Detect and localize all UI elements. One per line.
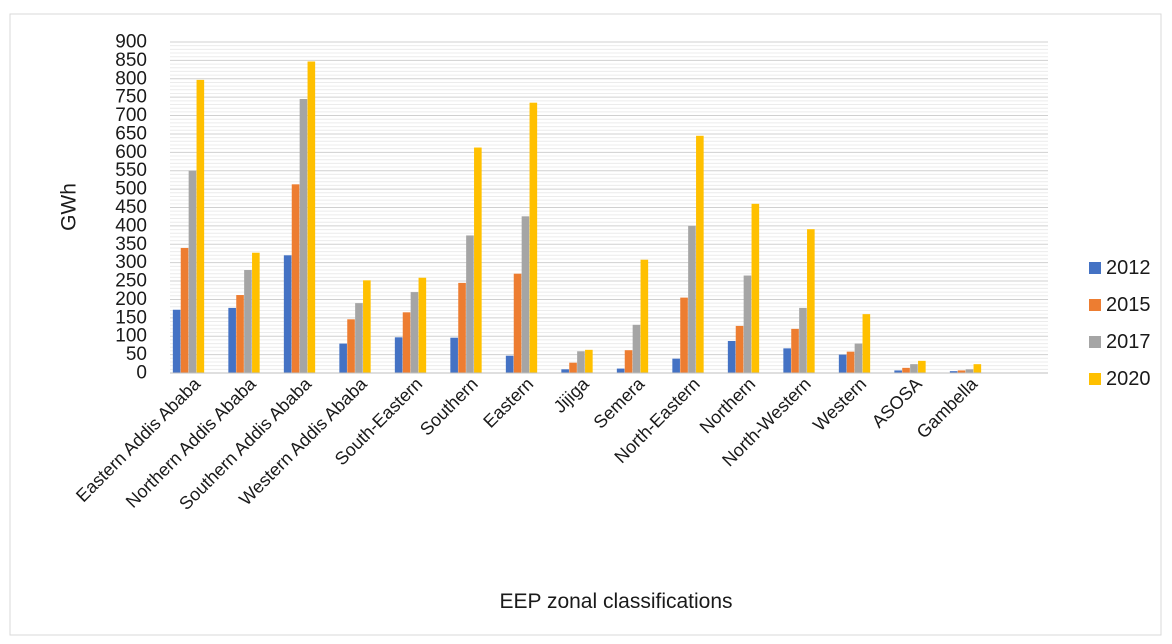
bar-2012 [228,307,236,373]
bar-2015 [513,273,522,373]
bar-2017 [799,307,807,373]
y-tick-label: 0 [136,363,147,384]
y-tick-label: 400 [115,215,147,236]
y-tick-label: 800 [115,68,147,89]
gridlines [170,41,1048,370]
bar-2015 [180,247,189,373]
bar-2015 [791,328,799,373]
y-tick-label: 450 [115,197,147,218]
x-axis-title: EEP zonal classifications [499,590,732,613]
legend-swatch [1089,373,1101,385]
bar-2015 [680,297,688,373]
bar-2012 [727,341,736,373]
bar-2020 [751,203,760,373]
bar-2017 [632,324,641,373]
bar-2012 [616,368,625,373]
y-tick-label: 250 [115,271,147,292]
bar-2017 [910,364,918,373]
bar-2015 [957,370,966,373]
bar-2012 [949,371,958,373]
legend-label: 2012 [1106,257,1151,279]
y-tick-label: 300 [115,252,147,273]
bar-2017 [244,270,252,373]
bar-2017 [521,216,530,373]
bar-2017 [688,225,696,373]
legend-swatch [1089,336,1101,348]
bar-2015 [236,295,244,373]
bar-2012 [172,309,181,373]
bar-2020 [307,61,316,374]
bar-2020 [973,364,982,373]
bar-2020 [252,252,260,373]
bar-2017 [299,99,308,373]
bar-2015 [735,325,744,373]
y-axis-title: GWh [58,183,81,231]
bar-2015 [846,351,855,373]
y-tick-label: 900 [115,32,147,53]
bar-2015 [402,312,411,373]
bars [172,61,982,374]
bar-2012 [672,358,680,373]
bar-2017 [410,292,419,373]
legend-swatch [1089,262,1101,274]
bar-2015 [458,282,466,373]
legend-label: 2015 [1106,294,1151,316]
y-tick-label: 600 [115,142,147,163]
bar-2020 [474,147,482,373]
bar-2017 [466,235,474,373]
y-tick-label: 200 [115,289,147,310]
legend: 2012 2015 2017 2020 [1089,257,1151,390]
y-tick-label: 500 [115,179,147,200]
y-tick-label: 650 [115,123,147,144]
bar-2012 [505,355,514,373]
y-tick-label: 100 [115,326,147,347]
bar-2020 [696,135,704,373]
bar-2020 [529,102,538,373]
bar-2012 [783,348,791,373]
legend-label: 2020 [1106,368,1151,390]
bar-2015 [291,184,300,373]
bar-2020 [363,280,371,373]
y-tick-label: 700 [115,105,147,126]
bar-2020 [862,314,871,373]
bar-2015 [347,319,355,373]
bar-2015 [902,367,910,373]
bar-2020 [418,277,427,373]
bar-2017 [577,351,585,373]
bar-2012 [838,354,847,373]
y-tick-label: 850 [115,50,147,71]
y-tick-label: 550 [115,160,147,181]
bar-2012 [394,337,403,373]
y-tick-label: 350 [115,234,147,255]
bar-2012 [450,337,458,373]
bar-2012 [894,370,902,373]
legend-label: 2017 [1106,331,1151,353]
bar-2020 [807,229,815,373]
legend-swatch [1089,299,1101,311]
y-tick-label: 150 [115,307,147,328]
bar-2012 [283,255,292,373]
y-tick-label: 750 [115,87,147,108]
bar-2020 [918,360,926,373]
bar-2017 [854,343,863,373]
y-axis-ticks: 0501001502002503003504004505005506006507… [115,32,147,384]
bar-2017 [743,275,752,373]
bar-2020 [196,79,205,374]
bar-2017 [965,369,974,373]
bar-2020 [585,349,593,373]
bar-2012 [339,343,347,373]
bar-2020 [640,259,649,373]
bar-2015 [624,350,633,373]
bar-2012 [561,369,569,373]
y-tick-label: 50 [126,344,147,365]
bar-2015 [569,362,577,373]
bar-2017 [188,170,197,373]
bar-2017 [355,303,363,373]
